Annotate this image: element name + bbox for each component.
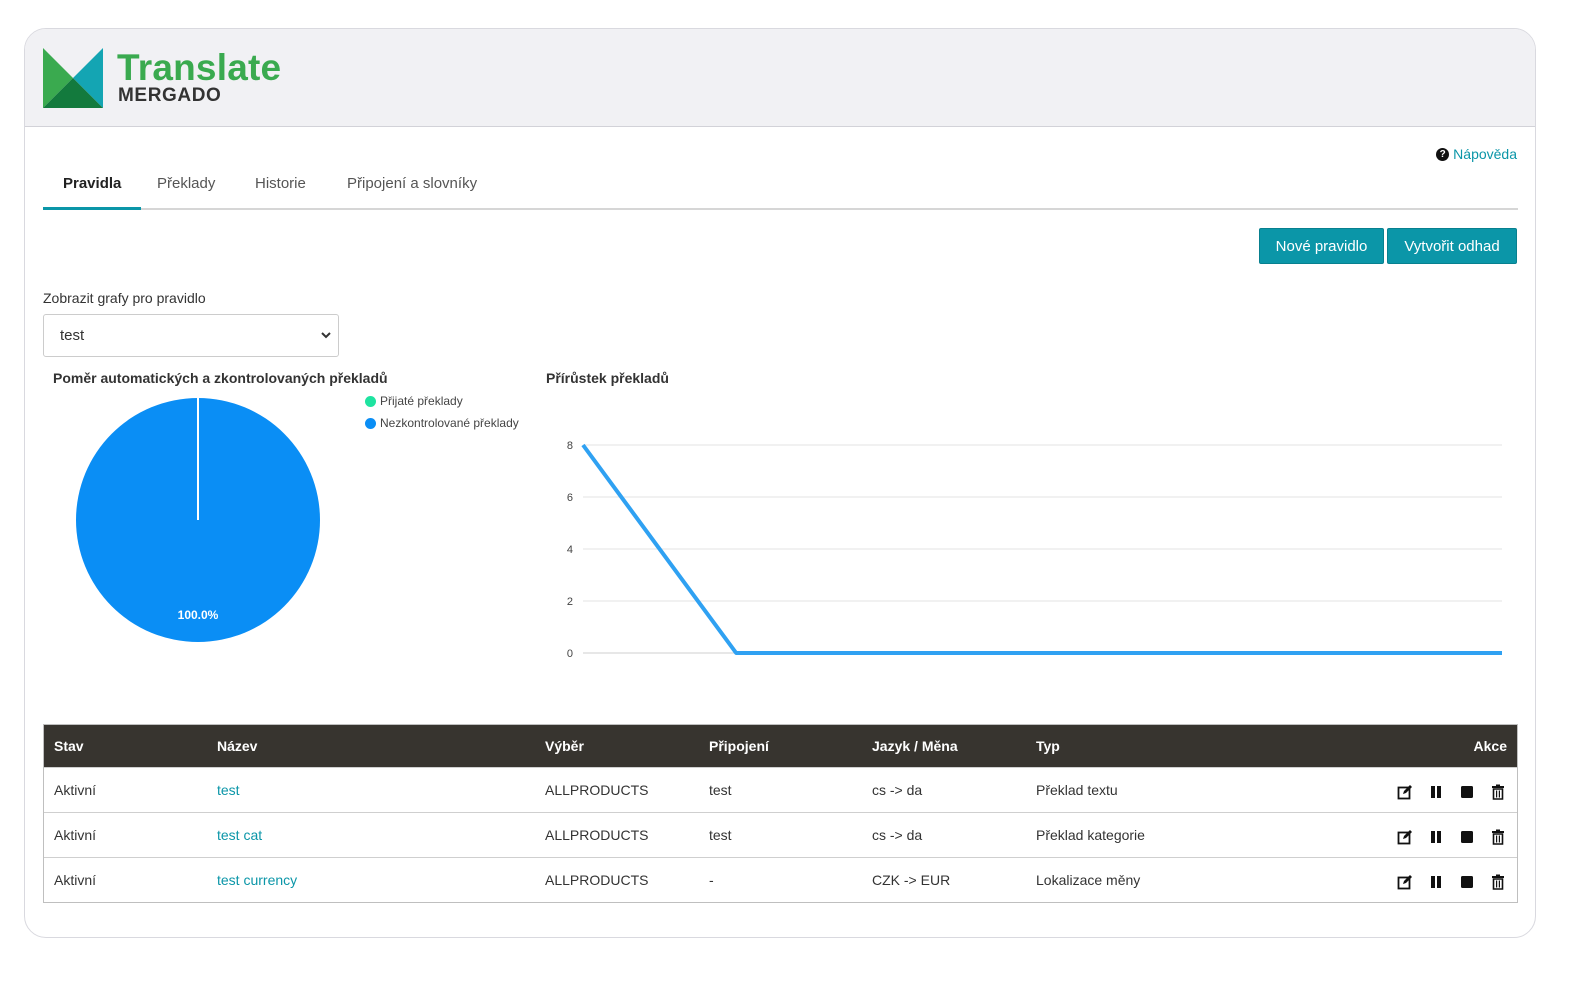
row-actions: [1396, 829, 1507, 845]
row-language: CZK -> EUR: [872, 872, 951, 888]
legend-unchecked[interactable]: Nezkontrolované překlady: [365, 416, 519, 430]
line-chart-title: Přírůstek překladů: [546, 370, 669, 386]
row-language: cs -> da: [872, 782, 923, 798]
legend-accepted[interactable]: Přijaté překlady: [365, 394, 463, 408]
tab-preklady[interactable]: Překlady: [157, 175, 216, 192]
y-tick-label: 6: [567, 492, 573, 504]
y-tick-label: 8: [567, 440, 573, 452]
header-vyber[interactable]: Výběr: [545, 738, 584, 754]
row-selection: ALLPRODUCTS: [545, 782, 649, 798]
row-language: cs -> da: [872, 827, 923, 843]
tab-pravidla[interactable]: Pravidla: [43, 164, 142, 210]
y-tick-label: 0: [567, 648, 573, 659]
rule-select-value: test: [60, 327, 85, 344]
create-estimate-button[interactable]: Vytvořit odhad: [1387, 228, 1517, 264]
row-status: Aktivní: [54, 872, 97, 888]
pause-icon[interactable]: [1427, 829, 1445, 845]
tab-historie[interactable]: Historie: [255, 175, 306, 192]
legend-unchecked-swatch: [365, 417, 376, 429]
row-actions: [1396, 874, 1507, 890]
row-selection: ALLPRODUCTS: [545, 872, 649, 888]
edit-icon[interactable]: [1396, 829, 1414, 845]
trash-icon[interactable]: [1489, 784, 1507, 800]
chevron-down-icon: [321, 332, 331, 339]
app-header: Translate MERGADO: [25, 29, 1535, 127]
legend-unchecked-label: Nezkontrolované překlady: [380, 416, 519, 430]
row-connection: test: [709, 827, 732, 843]
legend-accepted-swatch: [365, 395, 376, 407]
app-card: Translate MERGADO ? Nápověda Pravidla Př…: [24, 28, 1536, 938]
table-row: Aktivní test ALLPRODUCTS test cs -> da P…: [44, 767, 1517, 812]
trash-icon[interactable]: [1489, 829, 1507, 845]
row-name-link[interactable]: test currency: [217, 872, 298, 888]
rules-table: Stav Název Výběr Připojení Jazyk / Měna …: [43, 724, 1518, 903]
header-pripojeni[interactable]: Připojení: [709, 738, 769, 754]
y-tick-label: 4: [567, 544, 573, 556]
new-rule-button[interactable]: Nové pravidlo: [1259, 228, 1384, 264]
stop-icon[interactable]: [1458, 829, 1476, 845]
table-row: Aktivní test cat ALLPRODUCTS test cs -> …: [44, 812, 1517, 857]
rule-select[interactable]: test: [43, 314, 339, 357]
y-tick-label: 2: [567, 596, 573, 608]
question-circle-icon: ?: [1436, 147, 1450, 161]
row-name-link[interactable]: test: [217, 782, 240, 798]
header-typ[interactable]: Typ: [1036, 738, 1060, 754]
table-header: Stav Název Výběr Připojení Jazyk / Měna …: [44, 725, 1517, 767]
row-status: Aktivní: [54, 827, 97, 843]
row-type: Překlad kategorie: [1036, 827, 1145, 843]
row-selection: ALLPRODUCTS: [545, 827, 649, 843]
row-type: Překlad textu: [1036, 782, 1118, 798]
tab-bar: Pravidla Překlady Historie Připojení a s…: [43, 164, 1518, 210]
translate-logo-icon: [43, 48, 103, 108]
pause-icon[interactable]: [1427, 874, 1445, 890]
help-label: Nápověda: [1453, 146, 1517, 162]
trash-icon[interactable]: [1489, 874, 1507, 890]
row-type: Lokalizace měny: [1036, 872, 1141, 888]
edit-icon[interactable]: [1396, 874, 1414, 890]
header-nazev[interactable]: Název: [217, 738, 258, 754]
stop-icon[interactable]: [1458, 874, 1476, 890]
rule-select-label: Zobrazit grafy pro pravidlo: [43, 290, 206, 306]
row-name-link[interactable]: test cat: [217, 827, 263, 843]
row-status: Aktivní: [54, 782, 97, 798]
header-jazyk-mena[interactable]: Jazyk / Měna: [872, 738, 958, 754]
legend-accepted-label: Přijaté překlady: [380, 394, 463, 408]
header-stav[interactable]: Stav: [54, 738, 84, 754]
pie-data-label: 100.0%: [178, 608, 219, 622]
pie-chart-title: Poměr automatických a zkontrolovaných př…: [53, 370, 388, 386]
header-akce: Akce: [1473, 738, 1507, 754]
row-connection: test: [709, 782, 732, 798]
line-series: [581, 443, 1502, 655]
row-actions: [1396, 784, 1507, 800]
tab-pripojeni-a-slovniky[interactable]: Připojení a slovníky: [347, 175, 478, 192]
brand-title: Translate: [117, 47, 282, 88]
pie-chart: 100.0%: [76, 398, 320, 642]
brand-subtitle: MERGADO: [118, 85, 222, 106]
edit-icon[interactable]: [1396, 784, 1414, 800]
table-row: Aktivní test currency ALLPRODUCTS - CZK …: [44, 857, 1517, 902]
pause-icon[interactable]: [1427, 784, 1445, 800]
stop-icon[interactable]: [1458, 784, 1476, 800]
row-connection: -: [709, 872, 714, 888]
help-link[interactable]: ? Nápověda: [1436, 146, 1517, 162]
